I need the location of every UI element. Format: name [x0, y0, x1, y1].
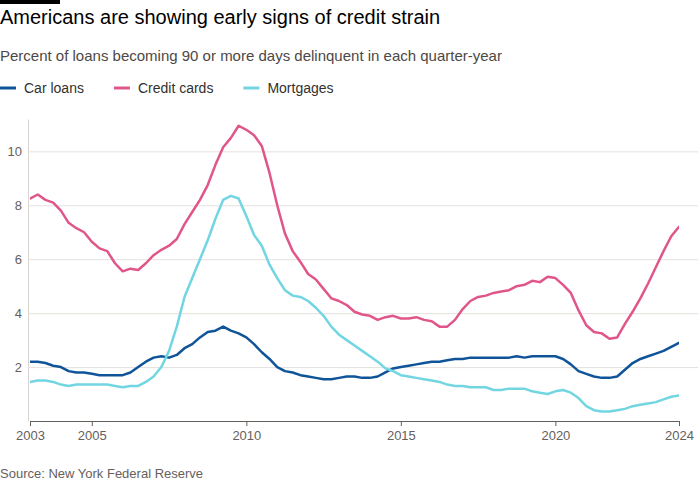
- chart-svg: Americans are showing early signs of cre…: [0, 0, 700, 500]
- grid-line: [28, 367, 698, 368]
- source: Source: New York Federal Reserve: [0, 466, 203, 481]
- x-axis-line: [31, 421, 680, 422]
- y-tick-label: 4: [15, 306, 22, 321]
- subtitle: Percent of loans becoming 90 or more day…: [0, 47, 502, 64]
- y-tick: 2: [15, 360, 698, 375]
- x-tick: 2015: [387, 421, 416, 443]
- grid-line: [28, 259, 698, 260]
- y-axis: 2 4 6 8 10: [8, 120, 698, 422]
- x-tick-label: 2003: [16, 428, 45, 443]
- series-line: [30, 126, 679, 339]
- legend-label: Credit cards: [138, 80, 213, 96]
- x-tick: 2024: [665, 421, 694, 443]
- x-tick-mark: [30, 421, 31, 426]
- legend-swatch: [0, 87, 16, 90]
- y-tick-label: 10: [8, 144, 22, 159]
- grid-line: [28, 205, 698, 206]
- x-tick-mark: [679, 421, 680, 426]
- legend-swatch: [114, 87, 130, 90]
- legend-label: Mortgages: [267, 80, 333, 96]
- x-tick-mark: [555, 421, 556, 426]
- x-tick-label: 2010: [232, 428, 261, 443]
- title: Americans are showing early signs of cre…: [0, 6, 440, 28]
- brand-bar: [0, 0, 60, 4]
- grid-line: [28, 151, 698, 152]
- legend-label: Car loans: [24, 80, 84, 96]
- legend-item: Credit cards: [114, 80, 213, 96]
- x-tick: 2010: [232, 421, 261, 443]
- x-tick: 2003: [16, 421, 45, 443]
- x-tick-label: 2020: [541, 428, 570, 443]
- x-tick-label: 2015: [387, 428, 416, 443]
- lines: [30, 126, 679, 412]
- y-tick: 8: [15, 198, 698, 213]
- y-tick-label: 2: [15, 360, 22, 375]
- y-tick: 10: [8, 144, 698, 159]
- x-axis: 2003 2005 2010 2015 2020 2024: [16, 421, 694, 443]
- y-tick-label: 8: [15, 198, 22, 213]
- y-tick-label: 6: [15, 252, 22, 267]
- series-line: [30, 196, 679, 412]
- x-tick-mark: [92, 421, 93, 426]
- legend-item: Car loans: [0, 80, 84, 96]
- series-line: [30, 327, 679, 380]
- x-tick-mark: [401, 421, 402, 426]
- legend-swatch: [243, 87, 259, 90]
- chart-container: Americans are showing early signs of cre…: [0, 0, 700, 500]
- x-tick-mark: [246, 421, 247, 426]
- legend: Car loans Credit cards Mortgages: [0, 80, 334, 96]
- y-axis-line: [28, 120, 29, 422]
- x-tick-label: 2024: [665, 428, 694, 443]
- legend-item: Mortgages: [243, 80, 333, 96]
- x-tick-label: 2005: [78, 428, 107, 443]
- x-tick: 2005: [78, 421, 107, 443]
- x-tick: 2020: [541, 421, 570, 443]
